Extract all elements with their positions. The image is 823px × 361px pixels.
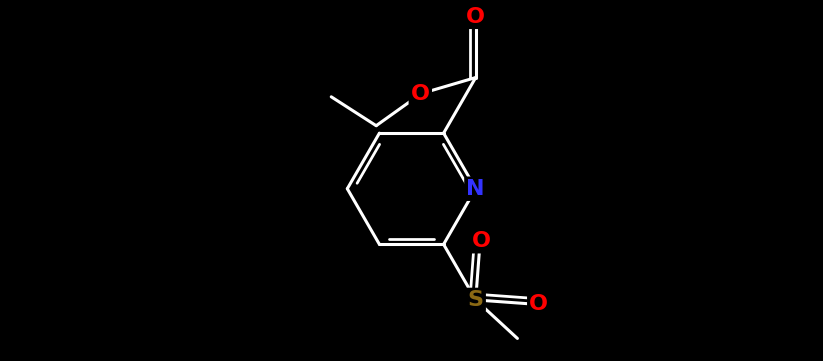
Text: N: N: [467, 179, 485, 199]
Text: S: S: [467, 290, 484, 310]
Text: O: O: [411, 84, 430, 104]
Text: O: O: [466, 7, 486, 27]
Text: O: O: [529, 294, 548, 314]
Text: O: O: [472, 231, 491, 251]
